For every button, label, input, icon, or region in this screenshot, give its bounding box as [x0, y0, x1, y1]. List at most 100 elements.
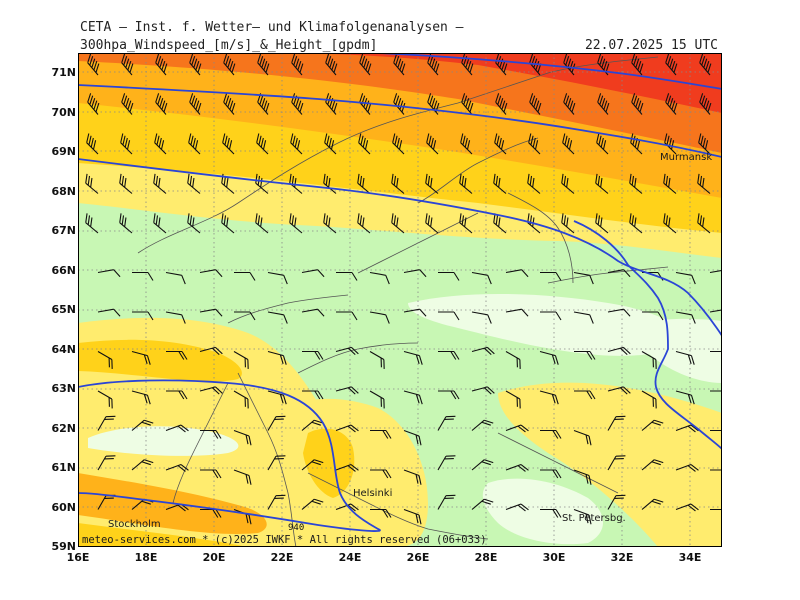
height-contour: [377, 53, 722, 90]
lat-label-60n: 60N: [51, 501, 76, 514]
wind-barb: [663, 173, 677, 194]
wind-barb: [471, 419, 494, 431]
wind-barb: [607, 494, 626, 510]
wind-barb: [595, 213, 609, 234]
wind-barb: [471, 386, 495, 395]
speed-band-pale-west: [88, 426, 239, 456]
wind-barb: [563, 53, 576, 76]
wind-barb: [131, 350, 151, 365]
wind-barb: [165, 311, 186, 324]
wind-barb: [166, 390, 188, 400]
wind-barb: [495, 93, 508, 115]
wind-barb: [438, 350, 460, 360]
wind-barb: [437, 415, 456, 431]
wind-barb: [85, 173, 99, 194]
wind-barb: [699, 93, 712, 115]
wind-barb: [641, 498, 664, 510]
lon-label-18e: 18E: [134, 551, 158, 564]
city-label-stockholm: Stockholm: [108, 519, 161, 530]
wind-barb: [540, 469, 562, 479]
wind-barb: [426, 133, 439, 155]
wind-barb: [119, 213, 133, 234]
wind-barb: [561, 213, 575, 234]
height-contour: [78, 379, 381, 532]
wind-barb: [323, 213, 337, 234]
lon-label-24e: 24E: [338, 551, 362, 564]
lon-label-32e: 32E: [610, 551, 634, 564]
wind-barb: [289, 213, 303, 234]
wind-barb: [675, 503, 699, 512]
height-contour: [573, 220, 722, 450]
wind-barb: [505, 464, 529, 472]
wind-barb: [97, 308, 121, 317]
wind-barb: [187, 213, 201, 234]
wind-barb: [573, 469, 592, 485]
wind-barb: [664, 133, 677, 155]
wind-barb: [527, 173, 541, 194]
speed-band-pale-north: [408, 293, 698, 356]
city-label-murmansk: Murmansk: [660, 152, 712, 163]
wind-barb: [675, 464, 699, 472]
lat-label-62n: 62N: [51, 422, 76, 435]
wind-barb: [540, 311, 562, 321]
wind-barb: [493, 213, 507, 234]
product-label: 300hpa_Windspeed_[m/s]_&_Height_[gpdm]: [80, 38, 378, 53]
wind-barb: [607, 308, 631, 317]
wind-barb: [131, 390, 151, 405]
wind-barb: [301, 308, 325, 317]
wind-barb: [392, 133, 405, 155]
wind-barb: [629, 213, 643, 234]
wind-barb: [641, 419, 664, 431]
wind-barb: [267, 415, 286, 431]
wind-barb: [369, 351, 385, 369]
wind-barb: [665, 93, 678, 115]
lon-label-30e: 30E: [542, 551, 566, 564]
wind-barb: [438, 311, 460, 321]
wind-barb: [301, 269, 325, 278]
lat-label-67n: 67N: [51, 224, 76, 237]
lat-label-68n: 68N: [51, 185, 76, 198]
wind-barb: [471, 498, 494, 510]
wind-barb: [403, 469, 422, 485]
wind-barb: [223, 93, 236, 115]
wind-barb: [189, 53, 202, 76]
wind-barb: [595, 173, 609, 194]
lat-label-63n: 63N: [51, 382, 76, 395]
wind-barb: [301, 498, 324, 510]
speed-band-pale-south: [482, 478, 603, 545]
wind-barb: [357, 213, 371, 234]
wind-barb: [631, 93, 644, 115]
wind-barb: [665, 53, 678, 76]
wind-barb: [121, 93, 134, 115]
wind-barb: [607, 386, 631, 395]
lat-label-64n: 64N: [51, 343, 76, 356]
wind-barb: [529, 93, 542, 115]
wind-barb: [505, 424, 529, 433]
wind-barb: [369, 271, 390, 285]
wind-barb: [369, 390, 385, 409]
wind-barb: [221, 173, 235, 194]
wind-barb: [574, 390, 596, 400]
wind-barb: [391, 173, 405, 194]
wind-barb: [471, 346, 495, 356]
wind-barb: [85, 213, 99, 234]
wind-barb: [471, 459, 494, 471]
wind-barb: [527, 213, 541, 234]
wind-barb: [539, 390, 559, 405]
wind-barb: [200, 429, 222, 439]
wind-barb: [256, 133, 269, 155]
lat-label-59n: 59N: [51, 540, 76, 553]
wind-barb: [573, 271, 594, 285]
wind-barb: [97, 455, 116, 471]
wind-barb: [200, 469, 222, 479]
copyright-text: meteo-services.com * (c)2025 IWKF * All …: [82, 534, 487, 546]
lon-label-26e: 26E: [406, 551, 430, 564]
wind-barb: [438, 390, 460, 400]
wind-barb: [493, 173, 507, 194]
wind-barb: [234, 311, 256, 321]
wind-barb: [188, 133, 201, 155]
weather-map: Murmansk Helsinki Stockholm St. Petersbg…: [77, 52, 733, 548]
wind-barb: [187, 173, 201, 194]
wind-barb: [165, 424, 189, 433]
wind-barb: [369, 311, 390, 324]
